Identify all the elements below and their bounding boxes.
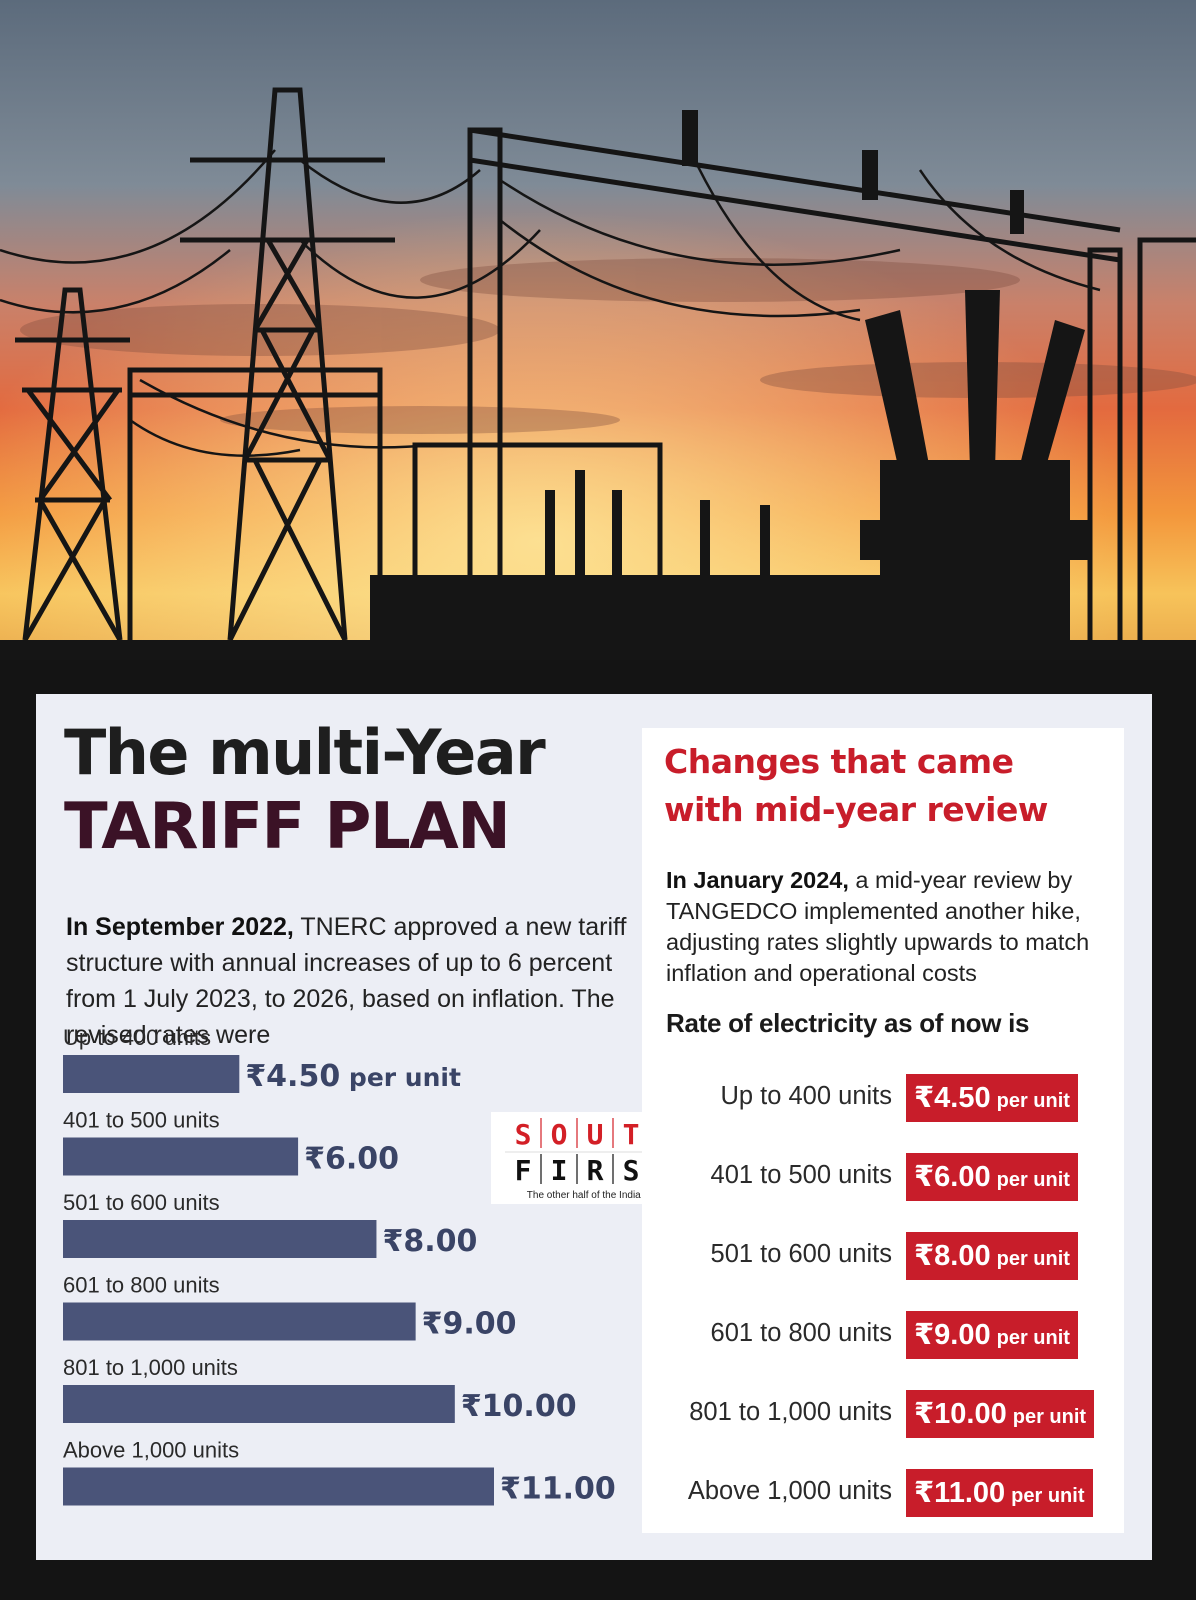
main-title-line2: TARIFF PLAN	[64, 790, 511, 864]
bar	[63, 1302, 416, 1341]
main-title-line1: The multi-Year	[64, 716, 546, 789]
rate-label: Up to 400 units	[720, 1082, 892, 1110]
rate-unit: per unit	[996, 1327, 1070, 1349]
rate-unit: per unit	[996, 1090, 1070, 1112]
bar	[63, 1385, 455, 1423]
rate-row: 501 to 600 units ₹8.00 per unit	[642, 1232, 1124, 1282]
review-lead: In January 2024,	[666, 866, 849, 893]
logo-letter: R	[587, 1154, 604, 1187]
bar	[63, 1055, 240, 1093]
intro-paragraph: In September 2022, TNERC approved a new …	[66, 909, 636, 1053]
review-text: a mid-year review by TANGEDCO implemente…	[666, 866, 1090, 986]
logo-tagline: The other half of the India story	[527, 1190, 665, 1201]
bar-category-label: Above 1,000 units	[63, 1438, 239, 1463]
rate-row: Above 1,000 units ₹11.00 per unit	[642, 1469, 1124, 1519]
rate-label: Above 1,000 units	[687, 1477, 892, 1505]
bar-category-label: 601 to 800 units	[63, 1273, 220, 1298]
rate-value: ₹6.00	[914, 1161, 991, 1193]
review-paragraph: In January 2024, a mid-year review by TA…	[666, 865, 1116, 989]
rate-unit: per unit	[1012, 1406, 1087, 1428]
rate-badge: ₹10.00 per unit	[906, 1390, 1095, 1438]
rate-row: 801 to 1,000 units ₹10.00 per unit	[642, 1390, 1124, 1440]
bar-category-label: Up to 400 units	[63, 1029, 211, 1050]
bar	[63, 1137, 299, 1176]
logo-letter: I	[551, 1154, 568, 1187]
mid-year-review-box: Changes that came with mid-year review In…	[642, 728, 1124, 1533]
review-title-line1: Changes that came	[664, 742, 1014, 781]
review-title: Changes that came with mid-year review	[664, 738, 1124, 834]
rate-label: 401 to 500 units	[710, 1161, 892, 1189]
logo-letter: O	[551, 1118, 568, 1151]
rate-badge: ₹9.00 per unit	[906, 1311, 1078, 1359]
rate-value: ₹9.00	[914, 1319, 991, 1351]
rate-value: ₹10.00	[914, 1398, 1007, 1430]
rate-row: Up to 400 units ₹4.50 per unit	[642, 1074, 1124, 1124]
rate-value: ₹8.00	[914, 1240, 991, 1272]
bar	[63, 1220, 377, 1258]
info-panel: The multi-Year TARIFF PLAN In September …	[36, 694, 1152, 1560]
bar	[63, 1467, 494, 1506]
review-title-line2: with mid-year review	[664, 790, 1048, 829]
rate-label: 801 to 1,000 units	[689, 1398, 892, 1426]
bar-category-label: 501 to 600 units	[63, 1190, 220, 1215]
tariff-bar-chart: Up to 400 units ₹4.50 per unit 401 to 500 …	[63, 1029, 616, 1507]
bar-value-label: ₹10.00	[461, 1389, 577, 1424]
logo-letter: S	[623, 1154, 640, 1187]
rate-value: ₹4.50	[914, 1082, 991, 1114]
rate-unit: per unit	[996, 1248, 1070, 1270]
rate-value: ₹11.00	[914, 1477, 1006, 1509]
bar-value-label: ₹4.50 per unit	[245, 1059, 461, 1094]
logo-letter: T	[623, 1118, 640, 1151]
rate-row: 601 to 800 units ₹9.00 per unit	[642, 1311, 1124, 1361]
intro-lead: In September 2022,	[66, 913, 294, 941]
rate-badge: ₹6.00 per unit	[906, 1153, 1078, 1201]
bar-category-label: 401 to 500 units	[63, 1108, 220, 1133]
logo-letter: S	[515, 1118, 532, 1151]
bar-value-label: ₹11.00	[500, 1472, 616, 1507]
logo-letter: F	[515, 1154, 532, 1187]
bar-value-label: ₹9.00	[422, 1307, 517, 1342]
rate-unit: per unit	[1011, 1485, 1085, 1507]
logo-letter: U	[587, 1118, 604, 1151]
bar-category-label: 801 to 1,000 units	[63, 1355, 238, 1380]
hero-image	[0, 0, 1196, 660]
intro-text: TNERC approved a new tariff structure wi…	[66, 913, 627, 1049]
rate-badge: ₹8.00 per unit	[906, 1232, 1078, 1280]
rate-badge: ₹11.00 per unit	[906, 1469, 1093, 1517]
rate-badge: ₹4.50 per unit	[906, 1074, 1078, 1122]
bar-value-label: ₹8.00	[382, 1224, 477, 1259]
bar-value-label: ₹6.00	[304, 1142, 399, 1177]
rate-label: 501 to 600 units	[710, 1240, 892, 1268]
rate-label: 601 to 800 units	[710, 1319, 892, 1347]
rate-row: 401 to 500 units ₹6.00 per unit	[642, 1153, 1124, 1203]
rate-unit: per unit	[996, 1169, 1070, 1191]
rate-heading: Rate of electricity as of now is	[666, 1008, 1030, 1038]
